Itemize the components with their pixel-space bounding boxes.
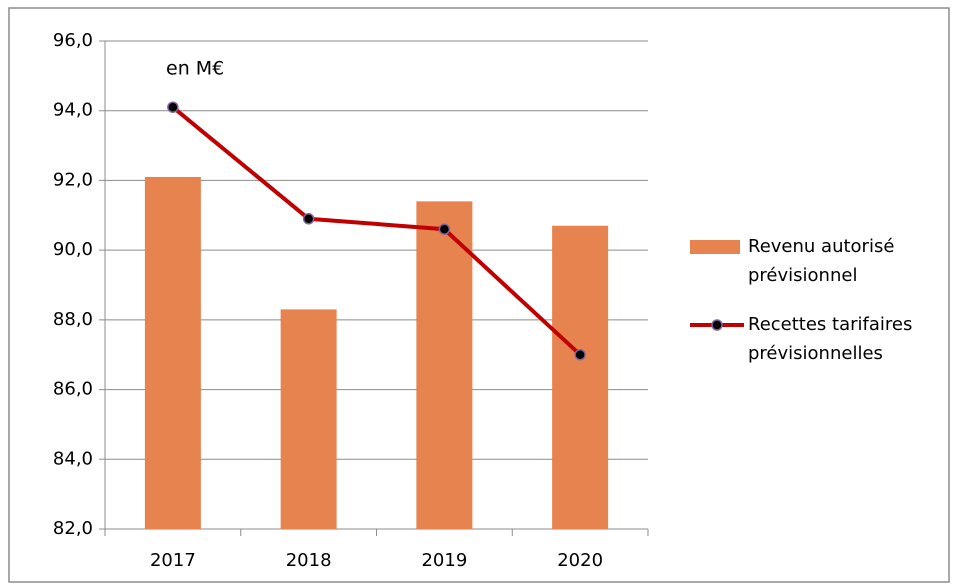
- x-tick-label: 2018: [286, 550, 332, 571]
- marker: [302, 213, 315, 225]
- marker: [438, 223, 451, 235]
- y-tick-label: 96,0: [53, 30, 93, 51]
- bar: [144, 176, 201, 529]
- x-tick-label: 2020: [557, 550, 603, 571]
- y-tick-label: 90,0: [53, 239, 93, 260]
- y-tick-label: 84,0: [53, 448, 93, 469]
- annotation: en M€: [166, 58, 224, 80]
- legend-label: Recettes tarifaires prévisionnelles: [748, 314, 913, 364]
- x-tick-label: 2019: [421, 550, 467, 571]
- y-tick-label: 86,0: [53, 379, 93, 400]
- bar: [280, 309, 337, 529]
- legend-swatch: [690, 240, 740, 254]
- x-tick-label: 2017: [150, 550, 196, 571]
- y-tick-label: 82,0: [53, 518, 93, 539]
- y-tick-label: 92,0: [53, 169, 93, 190]
- y-tick-label: 94,0: [53, 100, 93, 121]
- legend-label: Revenu autorisé prévisionnel: [748, 236, 895, 286]
- marker: [167, 101, 179, 113]
- y-tick-label: 88,0: [53, 309, 93, 330]
- legend-marker: [711, 319, 723, 331]
- bar: [552, 225, 609, 529]
- bar: [416, 201, 473, 530]
- line: [171, 105, 582, 357]
- marker: [574, 348, 586, 361]
